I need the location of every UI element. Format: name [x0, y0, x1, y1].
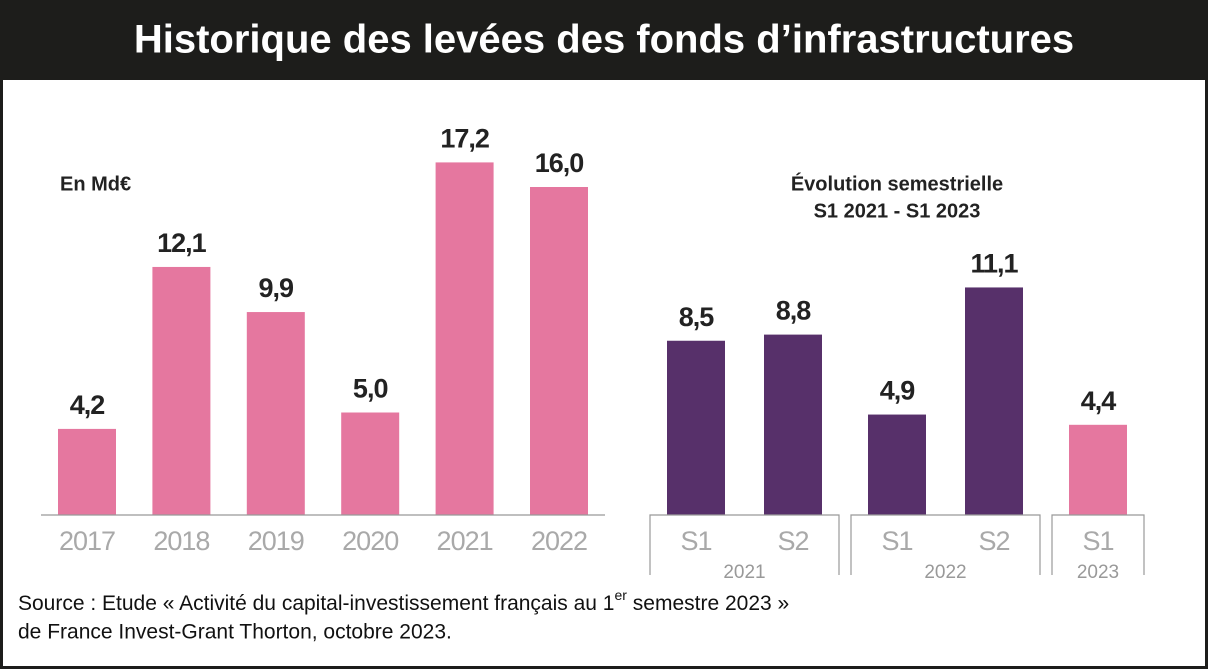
subtitle: En Md€ [60, 173, 131, 195]
x-tick-label: S2 [777, 526, 808, 556]
bar [58, 428, 116, 515]
value-label: 12,1 [157, 228, 207, 258]
bar [152, 266, 211, 515]
group-bracket [1051, 514, 1145, 575]
group-label: 2021 [723, 562, 765, 583]
x-tick-label: 2020 [342, 526, 398, 556]
bar [530, 187, 588, 515]
value-label: 8,8 [776, 296, 812, 326]
x-tick-label: 2019 [248, 526, 304, 556]
group-bracket [850, 514, 1041, 575]
x-tick-label: S2 [978, 526, 1009, 556]
source-text: semestre 2023 » [627, 592, 789, 615]
value-label: 16,0 [535, 148, 584, 178]
value-label: 4,2 [70, 390, 105, 420]
bar [435, 162, 494, 515]
bar [341, 412, 400, 515]
bar [965, 287, 1023, 515]
bar [1069, 424, 1127, 515]
bar [667, 340, 725, 515]
x-tick-label: S1 [881, 526, 912, 556]
value-label: 9,9 [259, 273, 295, 303]
source-superscript: er [614, 587, 627, 603]
x-tick-label: 2022 [531, 526, 587, 556]
bar [764, 334, 822, 515]
value-label: 8,5 [679, 302, 715, 332]
x-tick-label: 2018 [153, 526, 209, 556]
value-label: 17,2 [440, 124, 489, 154]
bar [246, 312, 305, 515]
subtitle: S1 2021 - S1 2023 [814, 200, 981, 222]
value-label: 4,9 [880, 376, 916, 406]
title: Historique des levées des fonds d’infras… [134, 18, 1074, 62]
value-label: 5,0 [353, 374, 388, 404]
value-label: 4,4 [1081, 386, 1117, 416]
subtitle: Évolution semestrielle [791, 172, 1003, 195]
value-label: 11,1 [970, 249, 1018, 279]
group-bracket [649, 514, 840, 575]
bar [868, 414, 926, 515]
source-text: Source : Etude « Activité du capital-inv… [18, 592, 614, 615]
x-tick-label: S1 [680, 526, 711, 556]
header [0, 0, 1208, 80]
source: Source : Etude « Activité du capital-inv… [18, 587, 789, 615]
group-label: 2022 [924, 562, 966, 583]
x-tick-label: 2021 [437, 526, 493, 556]
group-label: 2023 [1077, 562, 1119, 583]
x-tick-label: 2017 [59, 526, 115, 556]
x-tick-label: S1 [1082, 526, 1113, 556]
source: de France Invest-Grant Thorton, octobre … [18, 621, 452, 644]
